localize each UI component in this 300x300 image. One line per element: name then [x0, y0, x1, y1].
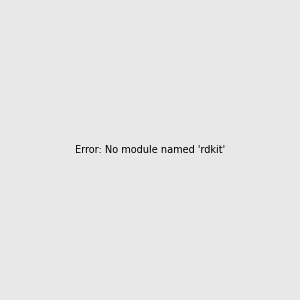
- Text: Error: No module named 'rdkit': Error: No module named 'rdkit': [75, 145, 225, 155]
